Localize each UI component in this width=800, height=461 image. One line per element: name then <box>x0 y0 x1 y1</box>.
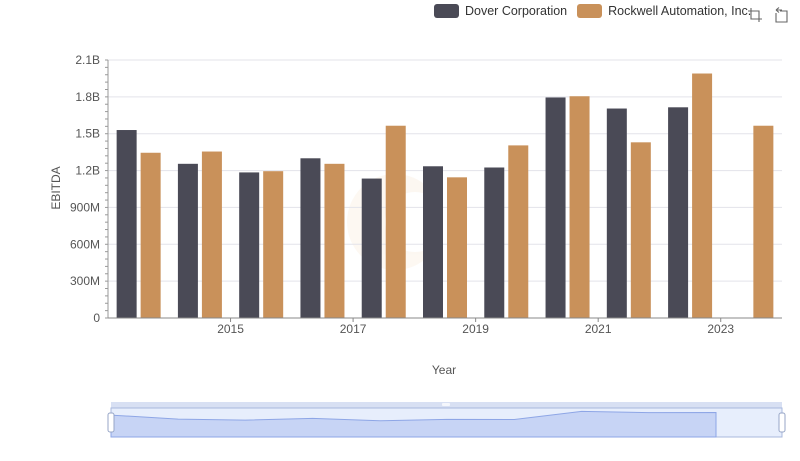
legend-item-dover[interactable]: Dover Corporation <box>434 4 567 18</box>
bar-rockwell-2017[interactable] <box>324 163 345 318</box>
x-tick-label: 2021 <box>585 322 612 336</box>
bar-rockwell-2023[interactable] <box>692 73 713 318</box>
x-axis: 2015 2017 2019 2021 2023 <box>108 317 782 336</box>
bar-dover-2019[interactable] <box>423 166 443 318</box>
data-zoom-right-handle[interactable] <box>778 412 786 433</box>
data-zoom-preview <box>110 410 717 438</box>
bar-rockwell-2024[interactable] <box>753 125 774 318</box>
y-tick-label: 1.5B <box>75 127 100 141</box>
y-tick-label: 0 <box>93 311 100 325</box>
data-zoom-left-handle[interactable] <box>107 412 115 433</box>
bar-dover-2022[interactable] <box>606 108 627 319</box>
bar-dover-2020[interactable] <box>484 167 505 319</box>
bar-rockwell-2018[interactable] <box>385 125 406 318</box>
y-tick-label: 1.8B <box>75 90 100 104</box>
x-axis-title: Year <box>432 363 456 377</box>
y-tick-label: 2.1B <box>75 53 100 67</box>
bars <box>116 73 774 319</box>
y-tick-label: 600M <box>70 237 100 251</box>
y-tick-label: 300M <box>70 274 100 288</box>
legend-label-rockwell: Rockwell Automation, Inc. <box>608 4 752 18</box>
bar-rockwell-2014[interactable] <box>140 152 161 318</box>
bar-dover-2015[interactable] <box>177 163 198 318</box>
legend-swatch-rockwell <box>577 4 603 18</box>
bar-dover-2023[interactable] <box>668 107 689 318</box>
bar-rockwell-2016[interactable] <box>263 171 284 318</box>
bar-rockwell-2022[interactable] <box>630 142 651 318</box>
bar-dover-2016[interactable] <box>239 172 260 318</box>
legend-label-dover: Dover Corporation <box>465 4 568 18</box>
zoom-icon[interactable] <box>747 7 763 23</box>
bar-dover-2018[interactable] <box>361 178 382 318</box>
x-tick-label: 2023 <box>707 322 734 336</box>
bar-rockwell-2015[interactable] <box>201 151 222 318</box>
bar-dover-2014[interactable] <box>116 130 137 318</box>
legend-swatch-dover <box>434 4 459 18</box>
bar-rockwell-2021[interactable] <box>569 96 590 318</box>
y-tick-label: 900M <box>70 200 100 214</box>
data-zoom-slider[interactable] <box>107 402 786 438</box>
y-tick-label: 1.2B <box>75 164 100 178</box>
bar-dover-2021[interactable] <box>545 97 566 318</box>
data-zoom-grip[interactable] <box>442 403 450 406</box>
legend-item-rockwell[interactable]: Rockwell Automation, Inc. <box>577 4 751 18</box>
x-tick-label: 2017 <box>340 322 367 336</box>
y-axis: 0 300M 600M 900M 1.2B 1.5B 1.8B 2.1B <box>70 53 109 325</box>
bar-rockwell-2020[interactable] <box>508 145 529 318</box>
bar-rockwell-2019[interactable] <box>447 177 467 318</box>
chart-legend: Dover Corporation Rockwell Automation, I… <box>434 4 761 18</box>
x-tick-label: 2015 <box>217 322 244 336</box>
y-axis-title: EBITDA <box>49 166 63 209</box>
bar-dover-2017[interactable] <box>300 158 321 318</box>
restore-icon[interactable] <box>773 7 789 23</box>
x-tick-label: 2019 <box>462 322 489 336</box>
